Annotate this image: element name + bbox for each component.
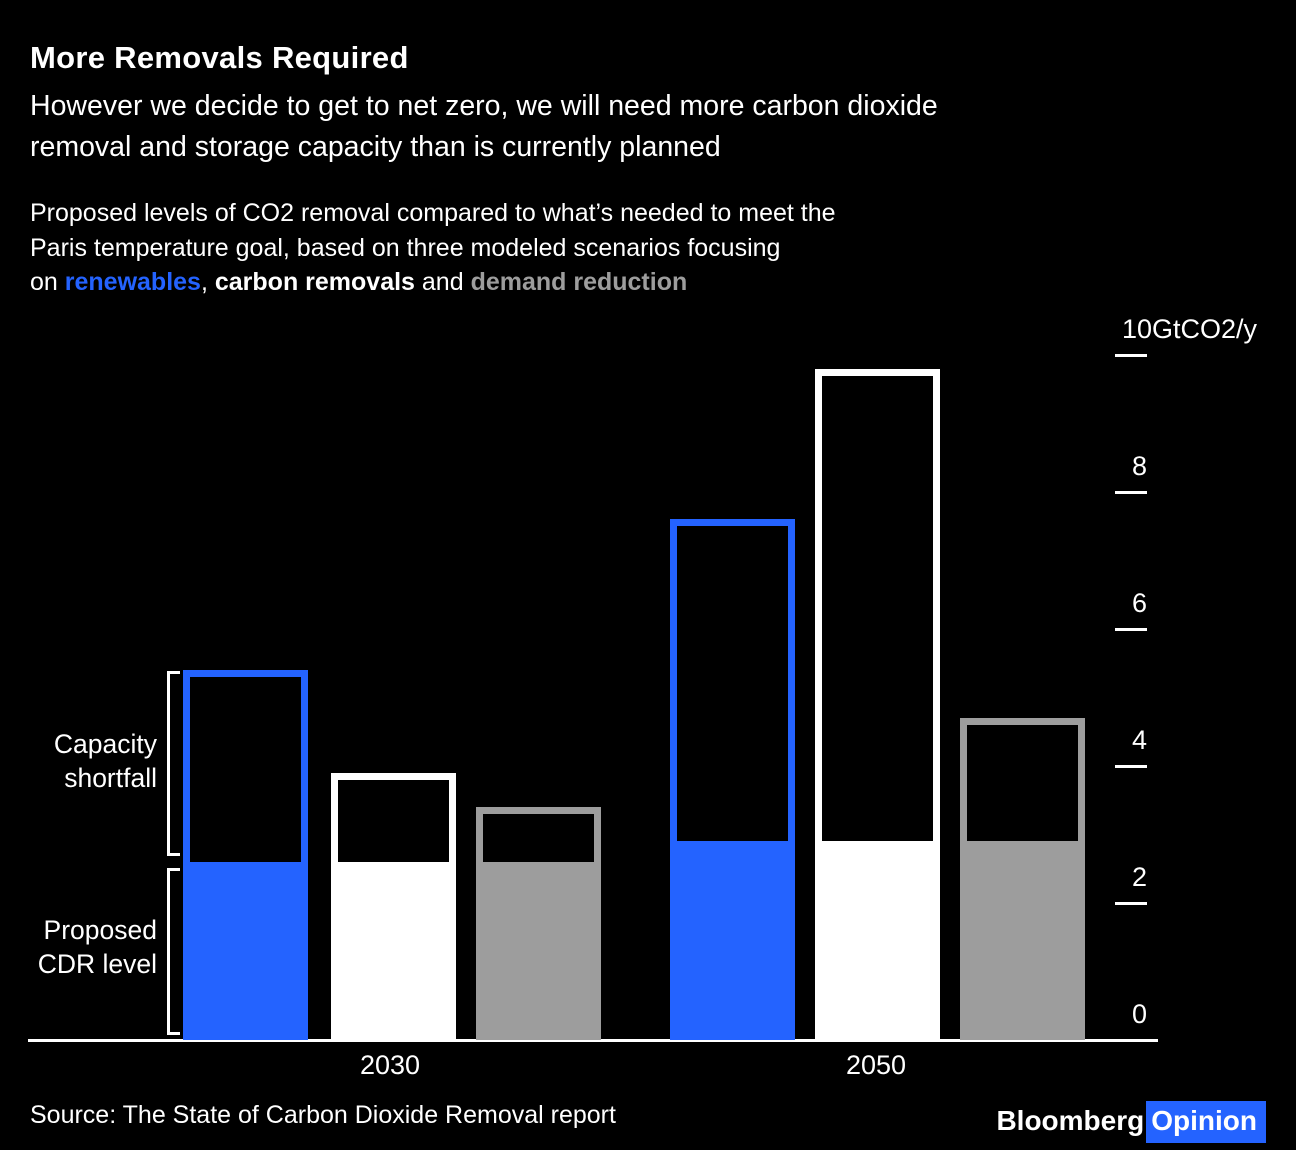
chart-description: Proposed levels of CO2 removal compared …	[30, 196, 836, 300]
x-axis-line	[28, 1039, 1158, 1042]
source-note: Source: The State of Carbon Dioxide Remo…	[30, 1101, 616, 1129]
y-tick-label-8: 8	[1131, 451, 1147, 481]
capacity-shortfall-label-line-1: Capacity	[53, 729, 157, 759]
bar-renewables-2050	[670, 519, 795, 1040]
y-tick-dash-10	[1115, 354, 1147, 357]
description-separator-2: and	[414, 268, 471, 296]
y-tick-dash-4	[1115, 765, 1147, 768]
proposed-cdr-label-line-1: Proposed	[43, 915, 157, 945]
capacity-shortfall-label: Capacity shortfall	[22, 727, 157, 795]
bar-fill-proposed-renewables-2030	[190, 861, 301, 1033]
y-tick-label-4: 4	[1131, 725, 1147, 755]
x-axis-label-2050: 2050	[845, 1050, 907, 1080]
chart-subtitle: However we decide to get to net zero, we…	[30, 86, 938, 168]
capacity-shortfall-label-line-2: shortfall	[64, 763, 157, 793]
x-axis-label-2030: 2030	[359, 1050, 421, 1080]
logo-bloomberg-text: Bloomberg	[996, 1105, 1145, 1136]
y-tick-label-6: 6	[1131, 588, 1147, 618]
y-tick-dash-8	[1115, 491, 1147, 494]
bar-fill-proposed-renewables-2050	[677, 841, 788, 1033]
proposed-cdr-label-line-2: CDR level	[37, 949, 157, 979]
y-tick-label-2: 2	[1131, 862, 1147, 892]
legend-carbon-removals: carbon removals	[214, 268, 415, 296]
bar-demand-reduction-2030	[476, 807, 601, 1040]
y-tick-label-0: 0	[1131, 999, 1147, 1029]
bar-fill-proposed-demand-reduction-2050	[967, 841, 1078, 1033]
bar-fill-proposed-demand-reduction-2030	[483, 861, 594, 1033]
proposed-cdr-label: Proposed CDR level	[22, 913, 157, 981]
bar-carbon-removals-2030	[331, 772, 456, 1040]
description-line-1: Proposed levels of CO2 removal compared …	[30, 199, 836, 227]
bloomberg-opinion-logo: Bloomberg Opinion	[996, 1101, 1266, 1143]
y-tick-dash-6	[1115, 628, 1147, 631]
description-line-2: Paris temperature goal, based on three m…	[30, 233, 781, 262]
y-tick-label-10: 10GtCO2/y	[1122, 314, 1258, 344]
description-line-3-prefix: on	[30, 268, 65, 296]
subtitle-line-1: However we decide to get to net zero, we…	[30, 90, 938, 122]
description-separator-1: ,	[200, 268, 215, 296]
bar-fill-proposed-carbon-removals-2030	[338, 861, 449, 1033]
subtitle-line-2: removal and storage capacity than is cur…	[30, 131, 721, 163]
chart-title: More Removals Required	[30, 40, 409, 75]
logo-opinion-text: Opinion	[1146, 1101, 1266, 1143]
legend-demand-reduction: demand reduction	[470, 268, 688, 296]
bar-fill-proposed-carbon-removals-2050	[822, 841, 933, 1033]
proposed-cdr-bracket	[167, 868, 182, 1035]
bar-demand-reduction-2050	[960, 718, 1085, 1040]
bar-renewables-2030	[183, 670, 308, 1040]
capacity-shortfall-bracket	[167, 671, 182, 856]
legend-renewables: renewables	[64, 268, 201, 296]
bar-carbon-removals-2050	[815, 368, 940, 1040]
y-tick-dash-2	[1115, 902, 1147, 905]
